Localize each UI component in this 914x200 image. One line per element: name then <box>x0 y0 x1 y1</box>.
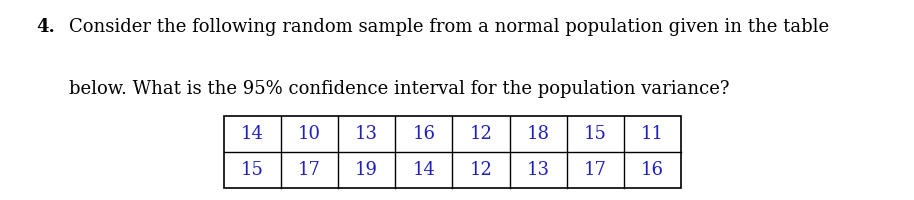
Text: 17: 17 <box>298 161 321 179</box>
Text: 16: 16 <box>412 125 435 143</box>
Text: 12: 12 <box>470 125 493 143</box>
Text: 15: 15 <box>584 125 607 143</box>
Text: 17: 17 <box>584 161 607 179</box>
Text: 13: 13 <box>356 125 378 143</box>
Text: 14: 14 <box>412 161 435 179</box>
Text: 19: 19 <box>356 161 378 179</box>
Text: 16: 16 <box>641 161 664 179</box>
Text: Consider the following random sample from a normal population given in the table: Consider the following random sample fro… <box>69 18 829 36</box>
Text: below. What is the 95% confidence interval for the population variance?: below. What is the 95% confidence interv… <box>69 80 729 98</box>
Text: 12: 12 <box>470 161 493 179</box>
Text: 11: 11 <box>641 125 664 143</box>
Text: 10: 10 <box>298 125 321 143</box>
Text: 15: 15 <box>241 161 264 179</box>
Text: 4.: 4. <box>37 18 56 36</box>
Bar <box>224 116 681 188</box>
Text: 14: 14 <box>241 125 264 143</box>
Text: 13: 13 <box>526 161 549 179</box>
Text: 18: 18 <box>526 125 549 143</box>
